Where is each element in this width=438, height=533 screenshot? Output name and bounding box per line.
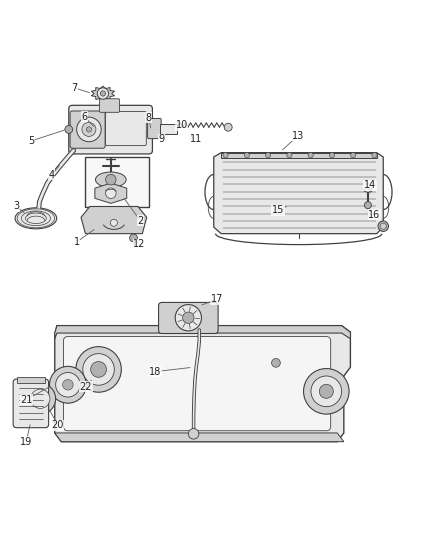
Circle shape bbox=[287, 152, 292, 158]
Circle shape bbox=[380, 223, 386, 229]
Circle shape bbox=[378, 221, 389, 231]
Polygon shape bbox=[364, 187, 372, 192]
Circle shape bbox=[272, 359, 280, 367]
FancyBboxPatch shape bbox=[13, 379, 49, 427]
Circle shape bbox=[304, 368, 349, 414]
Circle shape bbox=[175, 304, 201, 331]
Polygon shape bbox=[55, 326, 350, 339]
Circle shape bbox=[224, 123, 232, 131]
Circle shape bbox=[130, 234, 138, 242]
Ellipse shape bbox=[95, 172, 126, 187]
FancyBboxPatch shape bbox=[69, 106, 152, 154]
Circle shape bbox=[188, 429, 199, 439]
Circle shape bbox=[244, 152, 250, 158]
FancyBboxPatch shape bbox=[99, 99, 120, 112]
Text: 5: 5 bbox=[28, 136, 35, 146]
Text: 11: 11 bbox=[190, 134, 202, 144]
Circle shape bbox=[97, 88, 109, 99]
Text: 18: 18 bbox=[149, 367, 162, 377]
Circle shape bbox=[223, 152, 228, 158]
Text: 4: 4 bbox=[49, 169, 55, 180]
Text: 1: 1 bbox=[74, 237, 80, 247]
Text: 15: 15 bbox=[272, 205, 284, 215]
Polygon shape bbox=[214, 152, 383, 233]
Text: 7: 7 bbox=[71, 83, 78, 93]
FancyBboxPatch shape bbox=[64, 336, 331, 431]
Polygon shape bbox=[95, 183, 127, 204]
Polygon shape bbox=[55, 433, 344, 442]
Circle shape bbox=[329, 152, 335, 158]
Bar bbox=[85, 157, 149, 207]
Circle shape bbox=[76, 346, 121, 392]
Circle shape bbox=[308, 152, 313, 158]
Circle shape bbox=[82, 123, 96, 136]
Polygon shape bbox=[55, 326, 350, 442]
Circle shape bbox=[319, 384, 333, 398]
Text: 12: 12 bbox=[133, 239, 145, 249]
Text: 2: 2 bbox=[137, 215, 143, 225]
Circle shape bbox=[31, 389, 50, 408]
Text: 20: 20 bbox=[52, 420, 64, 430]
Text: 22: 22 bbox=[80, 382, 92, 392]
Text: 21: 21 bbox=[20, 394, 32, 405]
Text: 3: 3 bbox=[14, 201, 20, 212]
Circle shape bbox=[100, 91, 106, 96]
Text: 13: 13 bbox=[292, 131, 304, 141]
FancyBboxPatch shape bbox=[148, 118, 161, 139]
Ellipse shape bbox=[15, 208, 57, 229]
Circle shape bbox=[183, 312, 194, 324]
Circle shape bbox=[372, 152, 377, 158]
Text: 14: 14 bbox=[364, 181, 376, 190]
Bar bbox=[17, 377, 45, 383]
Circle shape bbox=[65, 125, 73, 133]
Circle shape bbox=[77, 117, 101, 142]
Circle shape bbox=[110, 219, 117, 227]
Text: 8: 8 bbox=[146, 112, 152, 123]
Circle shape bbox=[25, 383, 56, 414]
Circle shape bbox=[265, 152, 271, 158]
Circle shape bbox=[311, 376, 342, 407]
FancyBboxPatch shape bbox=[70, 111, 105, 148]
Text: 9: 9 bbox=[158, 134, 164, 144]
Circle shape bbox=[91, 361, 106, 377]
Text: 6: 6 bbox=[81, 112, 88, 122]
Circle shape bbox=[86, 127, 92, 132]
Text: 17: 17 bbox=[211, 294, 223, 304]
Circle shape bbox=[83, 354, 114, 385]
Polygon shape bbox=[91, 86, 115, 101]
Polygon shape bbox=[81, 206, 147, 233]
Polygon shape bbox=[221, 152, 377, 158]
FancyBboxPatch shape bbox=[159, 302, 218, 334]
Circle shape bbox=[63, 379, 73, 390]
Circle shape bbox=[106, 188, 116, 198]
FancyBboxPatch shape bbox=[106, 111, 146, 146]
Circle shape bbox=[49, 366, 86, 403]
Bar bbox=[160, 124, 177, 134]
Text: 16: 16 bbox=[368, 210, 381, 220]
Text: 19: 19 bbox=[20, 437, 32, 447]
Circle shape bbox=[364, 201, 371, 209]
Circle shape bbox=[56, 373, 80, 397]
Circle shape bbox=[350, 152, 356, 158]
Circle shape bbox=[106, 174, 116, 185]
Text: 10: 10 bbox=[176, 120, 188, 131]
